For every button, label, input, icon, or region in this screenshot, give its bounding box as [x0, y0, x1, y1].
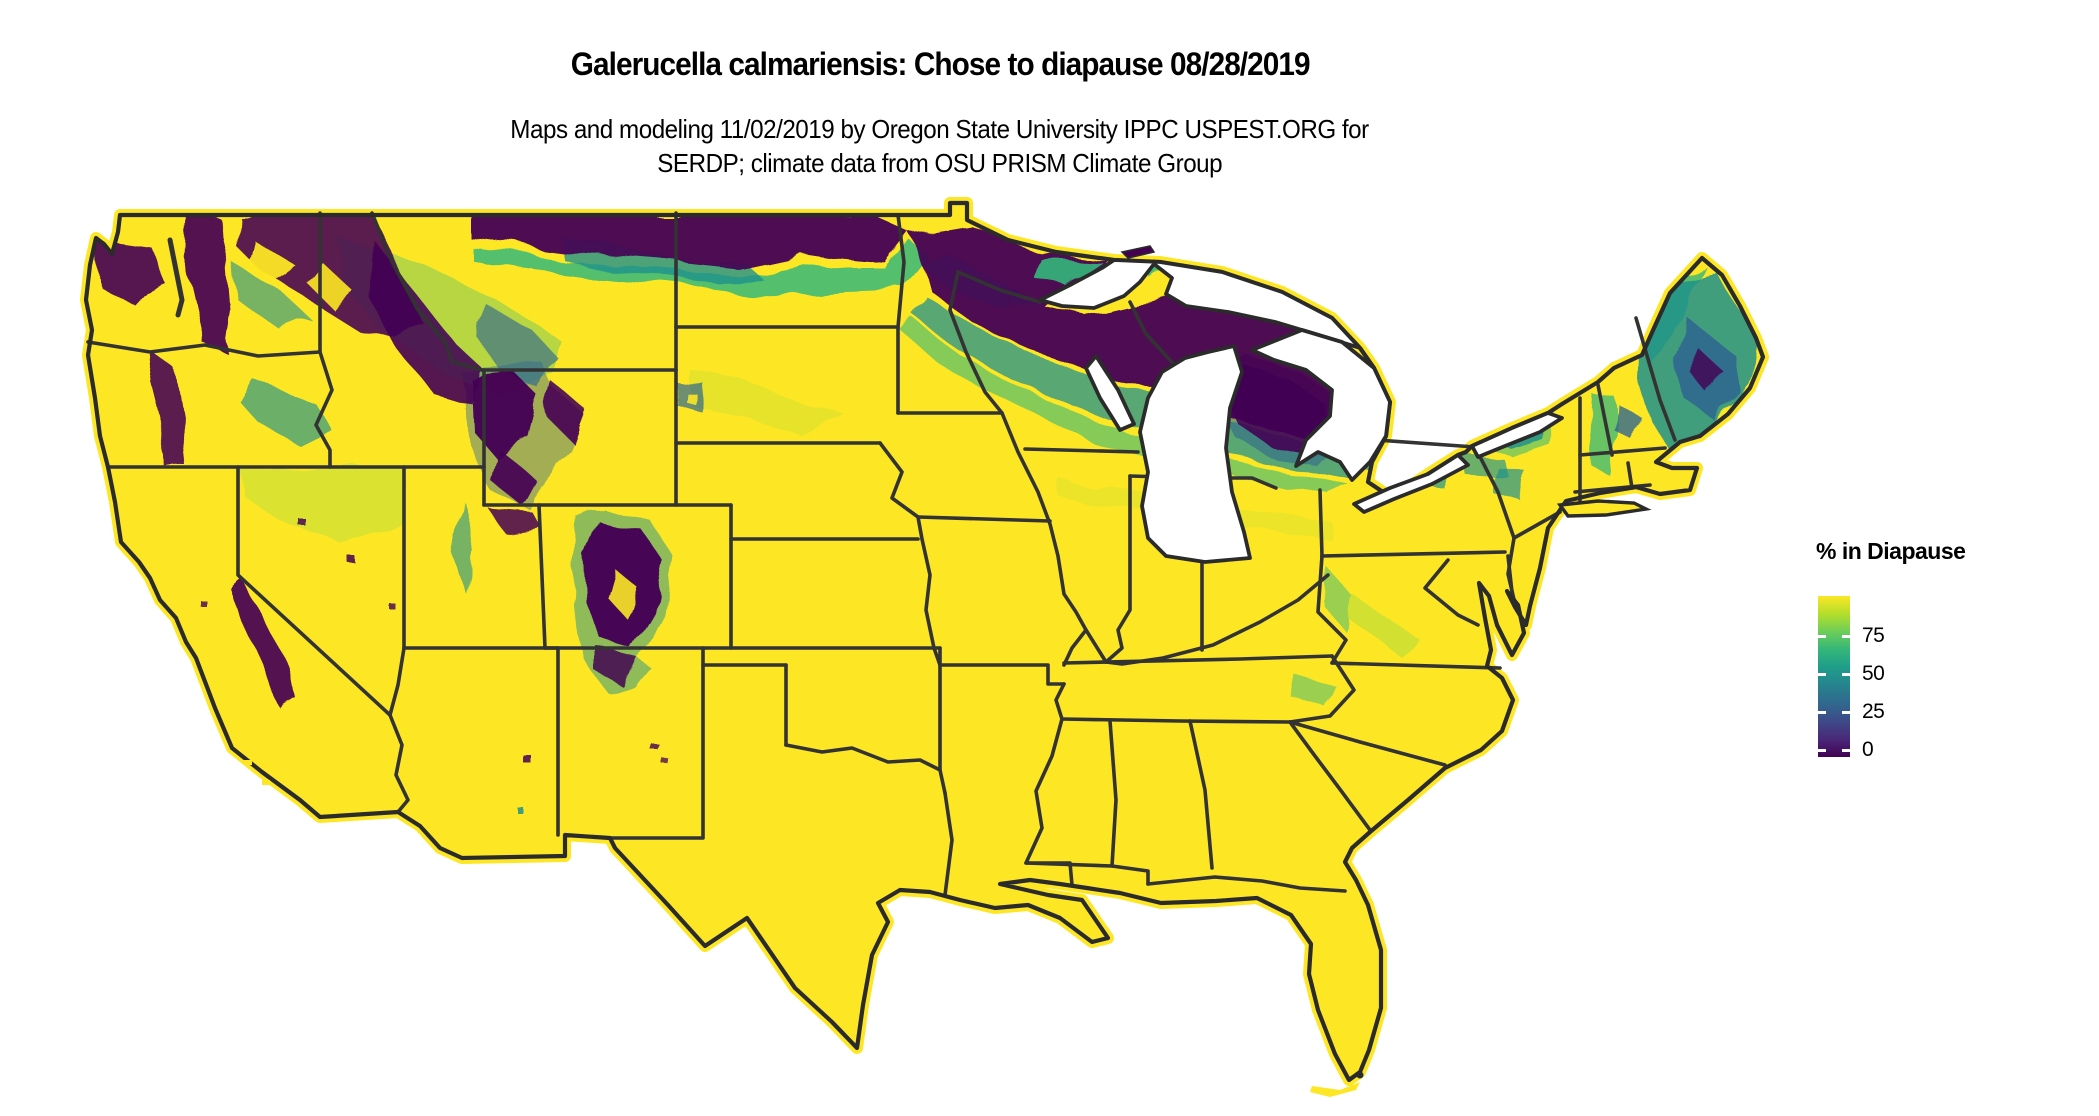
keys-dot	[1356, 1071, 1364, 1079]
legend-tick-mark	[1818, 673, 1826, 676]
legend-colorbar	[1818, 596, 1850, 757]
lake-erie	[1352, 453, 1470, 514]
legend-tick-mark	[1842, 749, 1850, 752]
lake-michigan	[1138, 344, 1252, 564]
lake-huron	[1250, 328, 1392, 482]
legend-tick-label: 25	[1862, 700, 1885, 723]
legend-tick-label: 50	[1862, 662, 1885, 685]
legend-tick-label: 75	[1862, 624, 1885, 647]
channel-island	[262, 780, 270, 785]
legend: % in Diapause 75 50 25 0	[1816, 538, 2076, 858]
legend-tick-mark	[1818, 635, 1826, 638]
legend-title: % in Diapause	[1816, 538, 1966, 564]
channel-island	[296, 789, 304, 794]
subtitle: Maps and modeling 11/02/2019 by Oregon S…	[0, 112, 1880, 180]
lake-superior	[1038, 258, 1362, 350]
diapause-raster-layer	[96, 212, 1756, 812]
legend-tick-mark	[1818, 749, 1826, 752]
legend-tick-mark	[1818, 711, 1826, 714]
legend-tick-mark	[1842, 673, 1850, 676]
florida-keys	[1310, 1082, 1360, 1097]
green-bay	[1084, 354, 1136, 432]
channel-island	[244, 760, 252, 765]
page-title: Galerucella calmariensis: Chose to diapa…	[0, 46, 1880, 83]
great-lakes	[1038, 258, 1564, 564]
subtitle-line-1: Maps and modeling 11/02/2019 by Oregon S…	[510, 114, 1370, 144]
legend-tick-label: 0	[1862, 738, 1874, 761]
isle-royale	[1120, 245, 1156, 259]
subtitle-line-2: SERDP; climate data from OSU PRISM Clima…	[657, 148, 1223, 178]
legend-tick-mark	[1842, 711, 1850, 714]
lake-ontario	[1470, 411, 1564, 459]
legend-tick-mark	[1842, 635, 1850, 638]
page-title-text: Galerucella calmariensis: Chose to diapa…	[570, 46, 1311, 82]
long-island	[1556, 499, 1652, 518]
